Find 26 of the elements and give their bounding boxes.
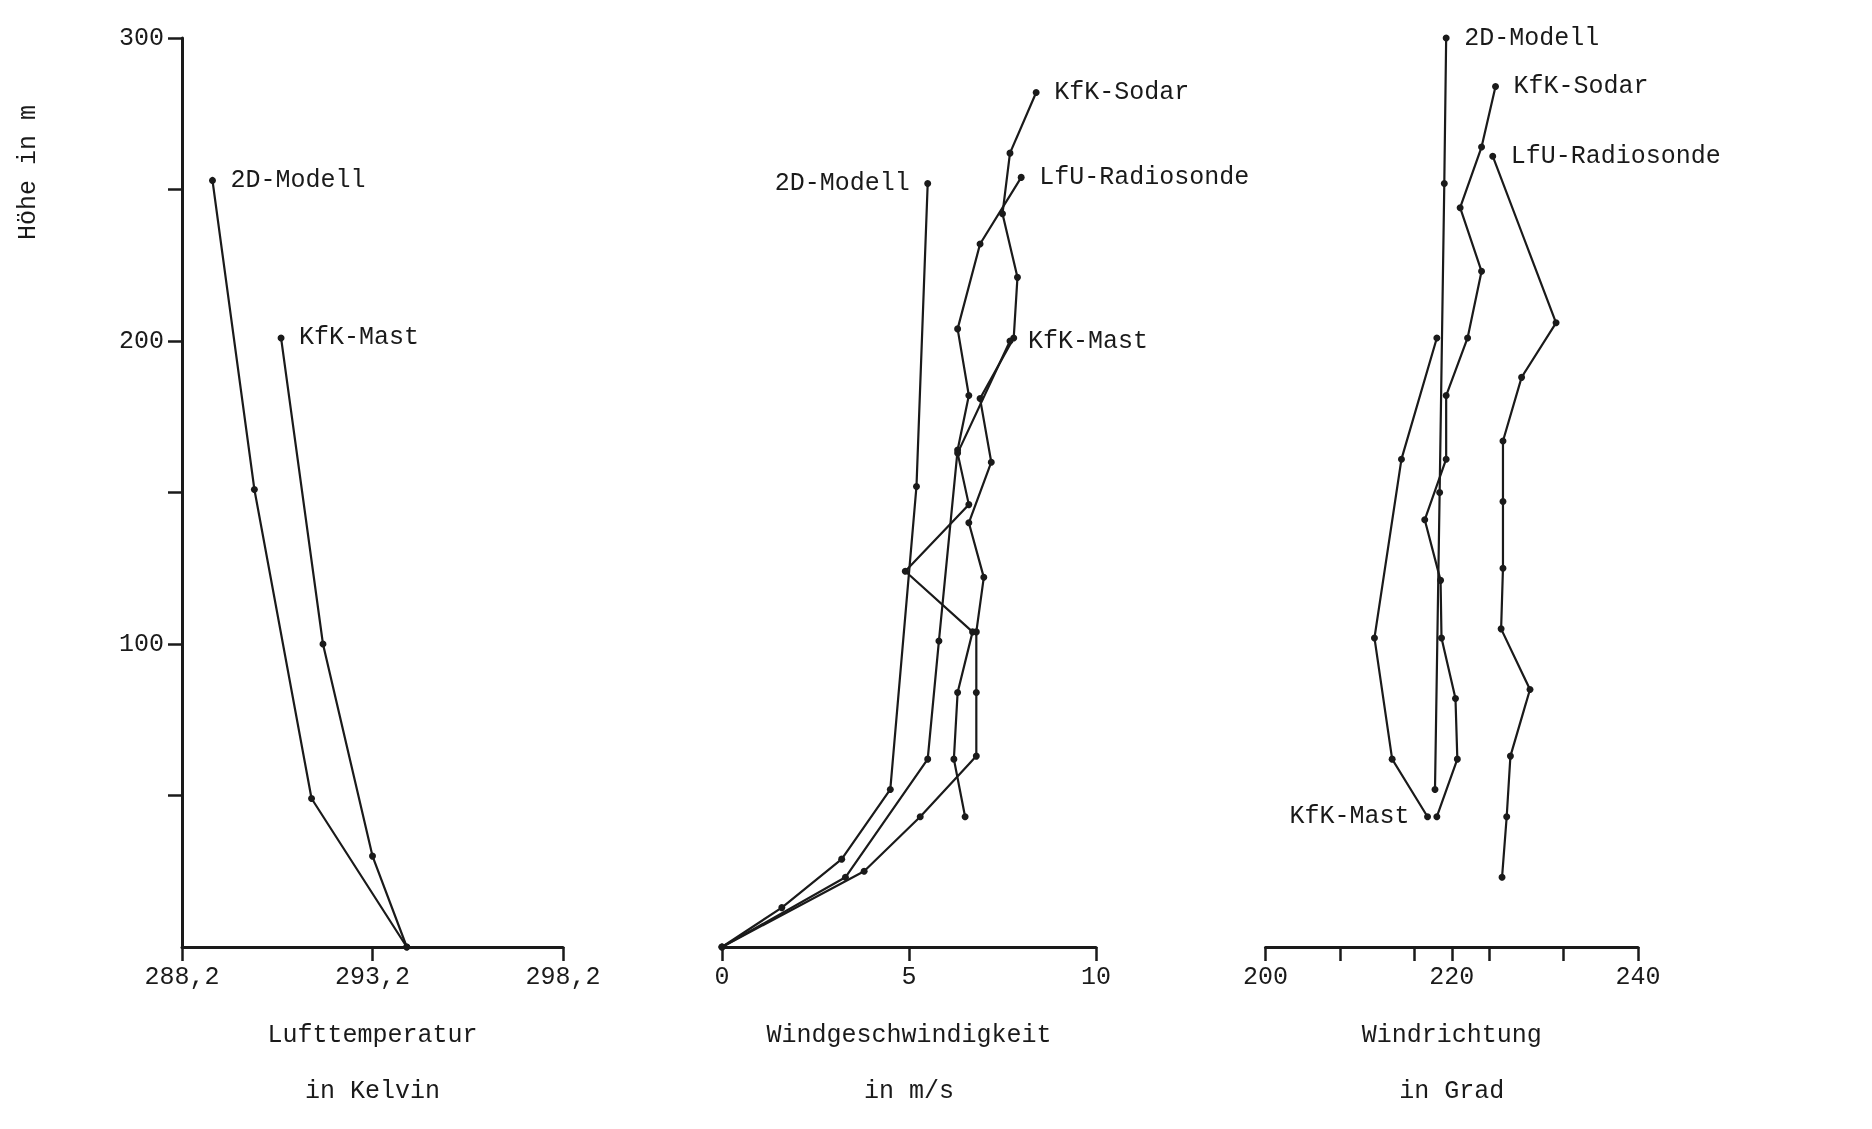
y-tick-label: 300 bbox=[118, 23, 164, 53]
series-label: LfU-Radiosonde bbox=[1039, 162, 1250, 192]
series-label: KfK-Mast bbox=[1289, 802, 1410, 832]
y-tick-label: 100 bbox=[118, 629, 164, 659]
x-tick-label: 288,2 bbox=[144, 963, 220, 992]
x-tick-label: 10 bbox=[1080, 963, 1112, 992]
x-tick-label: 240 bbox=[1615, 963, 1661, 992]
series-label: KfK-Sodar bbox=[1513, 71, 1649, 101]
x-axis-title: Windrichtung in Grad bbox=[1361, 1020, 1542, 1106]
x-tick-label: 5 bbox=[901, 963, 917, 992]
x-tick-label: 293,2 bbox=[334, 963, 411, 992]
series-label: 2D-Modell bbox=[230, 165, 366, 195]
y-tick-label: 200 bbox=[118, 326, 164, 356]
y-axis-title: Höhe in m bbox=[13, 104, 43, 240]
series-label: 2D-Modell bbox=[1464, 23, 1600, 53]
series-label: 2D-Modell bbox=[774, 168, 910, 198]
x-tick-label: 0 bbox=[714, 963, 730, 992]
x-tick-label: 200 bbox=[1243, 963, 1289, 992]
series-label: KfK-Sodar bbox=[1054, 78, 1190, 108]
x-axis-title: Windgeschwindigkeit in m/s bbox=[766, 1020, 1052, 1106]
x-axis-title: Lufttemperatur in Kelvin bbox=[267, 1020, 478, 1106]
series-label: LfU-Radiosonde bbox=[1510, 141, 1721, 171]
series-label: KfK-Mast bbox=[1027, 326, 1149, 356]
x-tick-label: 298,2 bbox=[525, 963, 601, 992]
series-label: KfK-Mast bbox=[299, 323, 420, 353]
x-tick-label: 220 bbox=[1429, 963, 1475, 992]
